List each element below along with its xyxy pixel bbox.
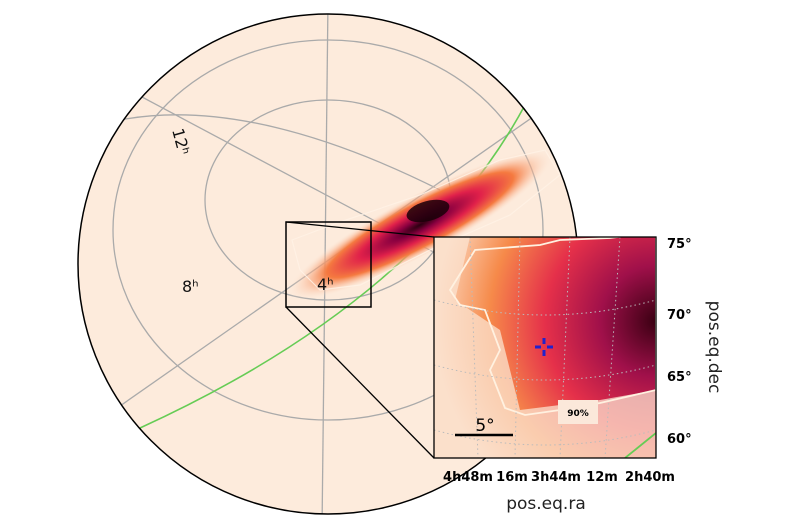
contour-90 [291, 149, 561, 291]
ra-label-4h: 4ʰ [317, 275, 334, 294]
galactic-plane-inset [624, 432, 656, 458]
zoom-connector [285, 306, 435, 459]
ra-label-8h: 8ʰ [182, 277, 199, 296]
zoom-region-box [285, 221, 372, 308]
prob-blob [286, 149, 554, 301]
y-tick-label: 70° [667, 308, 692, 323]
dec-curve [119, 114, 441, 191]
x-tick-label: 3h44m [531, 470, 581, 485]
y-axis-label: pos.eq.dec [704, 301, 724, 394]
contour-label-box [558, 400, 598, 424]
x-tick-label: 4h48m [443, 470, 493, 485]
y-tick-label: 75° [667, 237, 692, 252]
x-tick-label: 16m [496, 470, 528, 485]
y-ticks: 75° 70° 65° 60° [667, 237, 692, 447]
x-ticks: 4h48m 16m 3h44m 12m 2h40m [443, 470, 675, 485]
x-tick-label: 2h40m [625, 470, 675, 485]
scale-bar-label: 5° [475, 416, 494, 436]
y-tick-label: 65° [667, 370, 692, 385]
zoom-connector [285, 221, 435, 238]
inset-plot: 90% 5° 75° 70° 65° 60° 4h48m 16m 3h44m 1… [433, 236, 724, 514]
source-marker [535, 338, 553, 356]
contour-label: 90% [567, 409, 589, 419]
x-tick-label: 12m [586, 470, 618, 485]
y-tick-label: 60° [667, 432, 692, 447]
galactic-plane [139, 104, 526, 429]
prob-core [406, 199, 450, 223]
x-axis-label: pos.eq.ra [506, 494, 586, 514]
